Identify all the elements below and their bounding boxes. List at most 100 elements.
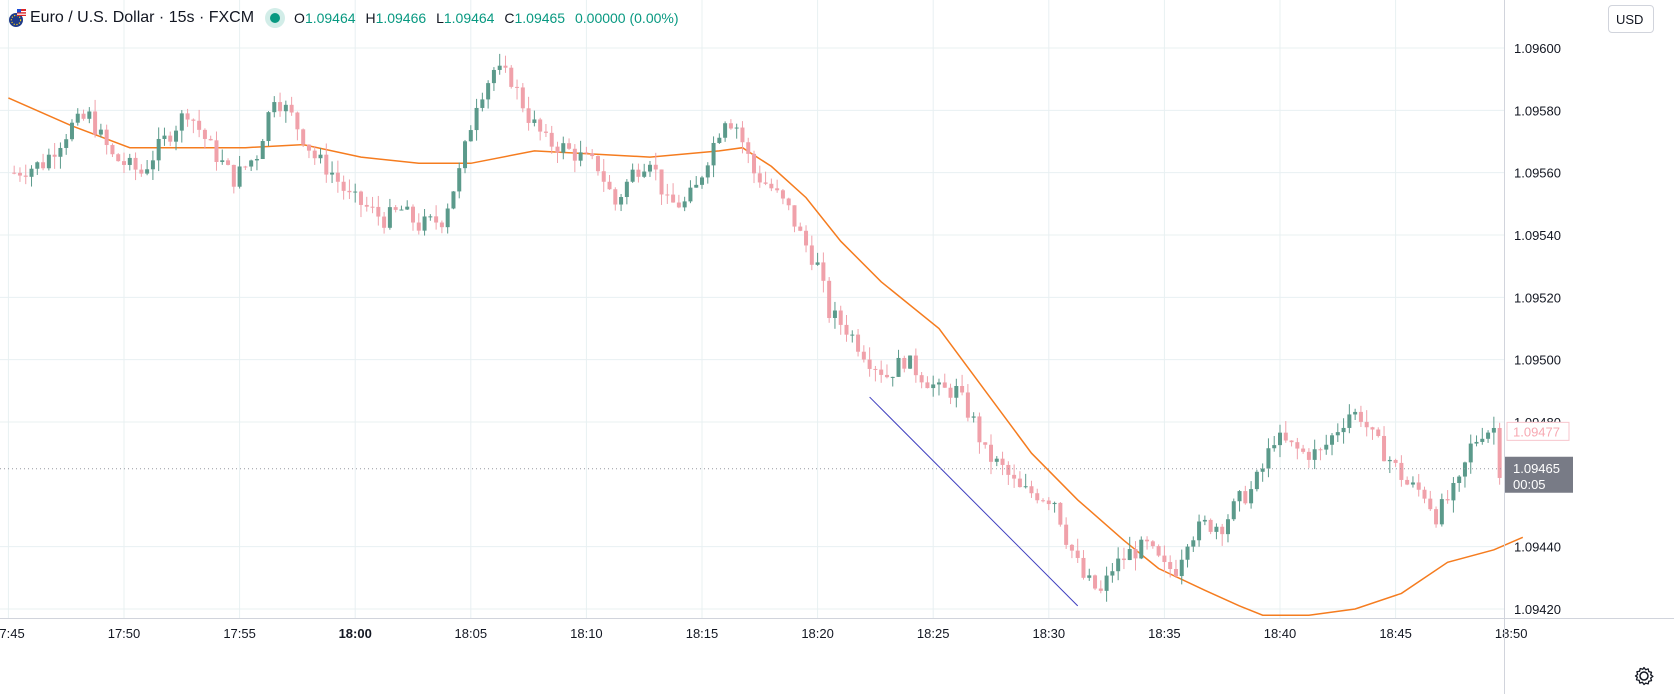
candle-body (480, 99, 485, 108)
candle-body (110, 145, 115, 155)
candle-body (1416, 482, 1421, 490)
candle-body (1202, 519, 1207, 522)
candle-body (931, 384, 936, 389)
candle-body (1491, 427, 1496, 433)
candle-body (260, 141, 265, 160)
candle-body (174, 130, 179, 142)
candle-body (474, 107, 479, 131)
candle-body (145, 169, 150, 174)
candle-body (1058, 502, 1063, 525)
symbol-title[interactable]: Euro / U.S. Dollar · 15s · FXCM (30, 9, 255, 26)
candle-body (786, 198, 791, 206)
settings-gear-icon[interactable] (1632, 664, 1656, 688)
candle-body (387, 207, 392, 228)
candle-body (1382, 435, 1387, 462)
candle-body (1428, 498, 1433, 510)
candle-body (676, 202, 681, 208)
candle-body (226, 160, 231, 165)
candle-body (1150, 541, 1155, 547)
candle-body (1237, 491, 1242, 502)
candle-body (757, 173, 762, 183)
drawn-trendline (869, 396, 1079, 607)
x-tick-label: 18:15 (686, 626, 719, 641)
candle-body (1127, 549, 1132, 561)
candle-body (1405, 479, 1410, 485)
candle-body (642, 171, 647, 177)
candle-body (509, 67, 514, 87)
candle-body (1116, 558, 1121, 572)
candle-body (856, 334, 861, 352)
candle-body (890, 376, 895, 378)
open-value: 1.09464 (304, 10, 356, 26)
candle-body (335, 172, 340, 182)
x-tick-label: 17:50 (108, 626, 141, 641)
candle-body (873, 368, 878, 370)
candle-body (538, 119, 543, 132)
candle-body (1480, 438, 1485, 442)
x-tick-label: 17:45 (0, 626, 25, 641)
candle-body (491, 69, 496, 84)
x-tick-label: 18:30 (1033, 626, 1066, 641)
candle-body (1006, 464, 1011, 475)
y-tick-label: 1.09440 (1514, 540, 1561, 555)
y-tick-label: 1.09540 (1514, 228, 1561, 243)
candle-body (376, 206, 381, 217)
candle-body (231, 164, 236, 187)
candle-body (613, 189, 618, 205)
candle-body (220, 160, 225, 162)
candle-body (908, 355, 913, 369)
candle-body (543, 131, 548, 133)
candle-body (567, 143, 572, 149)
candle-body (734, 127, 739, 129)
candle-body (127, 157, 132, 165)
candle-body (393, 207, 398, 210)
candle-body (1046, 500, 1051, 505)
last-price-label: 1.09465 (1513, 461, 1560, 476)
candle-body (1312, 449, 1317, 460)
candle-body (948, 387, 953, 398)
candle-body (989, 444, 993, 462)
candle-body (445, 208, 450, 228)
candle-body (780, 190, 785, 199)
candle-body (497, 65, 502, 70)
currency-selector[interactable]: USD (1608, 5, 1654, 33)
candle-body (1457, 476, 1462, 483)
candle-body (358, 191, 363, 205)
candle-body (1162, 555, 1167, 563)
candle-body (1353, 411, 1358, 415)
candle-body (295, 112, 300, 130)
candle-body (278, 102, 283, 112)
chart-header: Euro / U.S. Dollar · 15s · FXCM O1.09464… (8, 6, 685, 30)
candle-body (694, 184, 699, 188)
candle-body (821, 262, 826, 281)
candle-body (93, 111, 98, 135)
candle-body (815, 262, 820, 265)
candle-body (526, 108, 531, 123)
market-open-indicator[interactable] (270, 13, 281, 23)
candle-body (763, 182, 768, 184)
candle-body (659, 169, 664, 195)
x-tick-label: 18:25 (917, 626, 950, 641)
candle-body (827, 280, 832, 318)
candle-body (364, 204, 369, 207)
candle-body (1023, 486, 1028, 488)
candle-body (1029, 486, 1034, 494)
candle-body (208, 138, 213, 141)
candle-body (64, 139, 69, 148)
change-value: 0.00000 (0.00%) (574, 10, 679, 26)
candle-body (1266, 448, 1271, 469)
candle-body (301, 129, 306, 145)
candle-body (353, 191, 358, 193)
candle-body (1422, 489, 1427, 499)
candle-body (69, 122, 74, 140)
x-tick-label: 18:35 (1148, 626, 1181, 641)
last-price-label-box (1505, 456, 1573, 493)
candle-body (1069, 544, 1074, 551)
candle-body (1000, 458, 1005, 465)
candle-body (1387, 459, 1392, 462)
x-tick-label: 18:40 (1264, 626, 1297, 641)
candle-body (1035, 493, 1040, 501)
candle-body (23, 175, 28, 177)
